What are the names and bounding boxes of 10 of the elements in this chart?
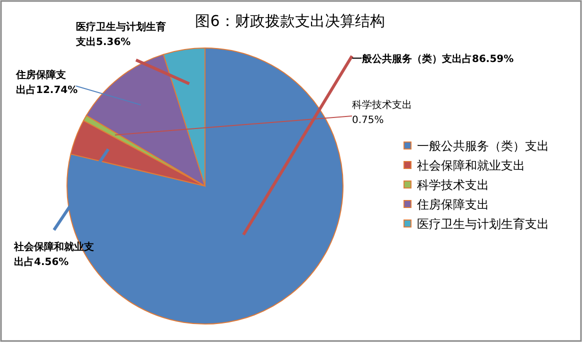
- data-label: 科学技术支出0.75%: [352, 99, 412, 126]
- legend-label: 一般公共服务（类）支出: [417, 139, 549, 153]
- data-label: 医疗卫生与计划生育支出5.36%: [75, 21, 166, 48]
- chart-title: 图6：财政拨款支出决算结构: [195, 12, 385, 30]
- data-label: 一般公共服务（类）支出占86.59%: [352, 53, 514, 65]
- legend-label: 住房保障支出: [416, 198, 489, 212]
- data-label: 住房保障支出占12.74%: [15, 69, 78, 96]
- legend-label: 科学技术支出: [417, 178, 489, 192]
- legend-label: 社会保障和就业支出: [417, 158, 525, 172]
- legend-label: 医疗卫生与计划生育支出: [417, 217, 549, 231]
